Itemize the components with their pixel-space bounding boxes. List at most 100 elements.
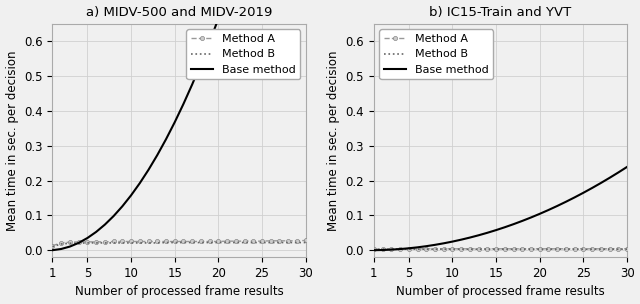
Base method — [554, 204, 561, 208]
Method A — [518, 247, 526, 250]
Method B — [127, 241, 135, 245]
Method B — [223, 241, 231, 244]
Legend: Method A, Method B, Base method: Method A, Method B, Base method — [186, 29, 300, 79]
Method B — [580, 247, 588, 251]
Method B — [58, 242, 65, 246]
Method A — [127, 240, 135, 243]
Method B — [431, 247, 439, 251]
Line: Method B: Method B — [52, 243, 306, 247]
Method A — [606, 247, 614, 250]
Method B — [606, 247, 614, 251]
Method A — [545, 247, 552, 250]
Method A — [197, 240, 205, 243]
Method A — [258, 239, 266, 243]
Method A — [241, 239, 248, 243]
Method B — [492, 247, 500, 251]
Method B — [162, 241, 170, 244]
Base method — [127, 194, 135, 197]
Method B — [241, 241, 248, 244]
Method A — [614, 247, 622, 250]
Method A — [145, 240, 152, 243]
Method A — [562, 247, 570, 250]
Method B — [118, 241, 126, 245]
Method A — [302, 239, 310, 242]
Base method — [536, 212, 543, 216]
Y-axis label: Mean time in sec. per decision: Mean time in sec. per decision — [6, 50, 19, 231]
Method A — [284, 239, 292, 243]
Base method — [92, 230, 100, 234]
Method A — [492, 247, 500, 250]
Method B — [405, 247, 413, 251]
Method B — [180, 241, 188, 244]
Method B — [509, 247, 517, 251]
Method A — [101, 240, 109, 244]
Base method — [84, 236, 92, 240]
X-axis label: Number of processed frame results: Number of processed frame results — [75, 285, 284, 299]
Base method — [145, 168, 152, 171]
Line: Method A: Method A — [51, 238, 308, 248]
Method B — [614, 247, 622, 251]
Method A — [536, 247, 543, 250]
Method A — [136, 240, 143, 243]
Base method — [580, 191, 588, 195]
Method B — [109, 241, 117, 245]
Method A — [554, 247, 561, 250]
Base method — [597, 181, 605, 185]
Method B — [440, 247, 447, 251]
Base method — [154, 153, 161, 157]
Method B — [413, 247, 421, 251]
Base method — [413, 246, 421, 249]
Base method — [501, 225, 509, 229]
Base method — [197, 62, 205, 66]
Method A — [440, 247, 447, 250]
Method B — [66, 241, 74, 245]
Base method — [379, 248, 387, 252]
Method B — [387, 247, 395, 251]
Method B — [293, 241, 301, 244]
Base method — [588, 186, 596, 190]
Method B — [284, 241, 292, 244]
Method B — [258, 241, 266, 244]
Base method — [206, 40, 214, 44]
Base method — [475, 233, 483, 237]
Base method — [109, 214, 117, 218]
Base method — [614, 171, 622, 174]
Method A — [458, 247, 465, 250]
Method B — [370, 248, 378, 251]
Line: Method B: Method B — [374, 249, 627, 250]
Method A — [49, 244, 56, 247]
Method B — [101, 241, 109, 245]
Method B — [623, 247, 631, 251]
Method A — [623, 247, 631, 250]
Title: a) MIDV-500 and MIDV-2019: a) MIDV-500 and MIDV-2019 — [86, 5, 272, 19]
Method B — [396, 247, 404, 251]
Base method — [492, 228, 500, 232]
Method B — [136, 241, 143, 245]
Base method — [49, 248, 56, 252]
Base method — [101, 223, 109, 226]
Base method — [118, 205, 126, 208]
Method B — [92, 241, 100, 245]
Method A — [66, 240, 74, 244]
Method B — [536, 247, 543, 251]
Method B — [466, 247, 474, 251]
Method B — [422, 247, 430, 251]
Method B — [545, 247, 552, 251]
Base method — [518, 219, 526, 223]
Method B — [145, 241, 152, 245]
Base method — [370, 248, 378, 252]
Base method — [136, 181, 143, 185]
Method A — [118, 240, 126, 243]
Y-axis label: Mean time in sec. per decision: Mean time in sec. per decision — [327, 50, 340, 231]
Base method — [458, 238, 465, 241]
Method A — [162, 240, 170, 243]
Method B — [214, 241, 222, 244]
Method B — [302, 241, 310, 244]
Method A — [484, 247, 492, 250]
Base method — [527, 216, 535, 219]
Method A — [214, 240, 222, 243]
Method B — [597, 247, 605, 251]
Method B — [571, 247, 579, 251]
Method A — [223, 239, 231, 243]
Line: Method A: Method A — [372, 247, 629, 251]
